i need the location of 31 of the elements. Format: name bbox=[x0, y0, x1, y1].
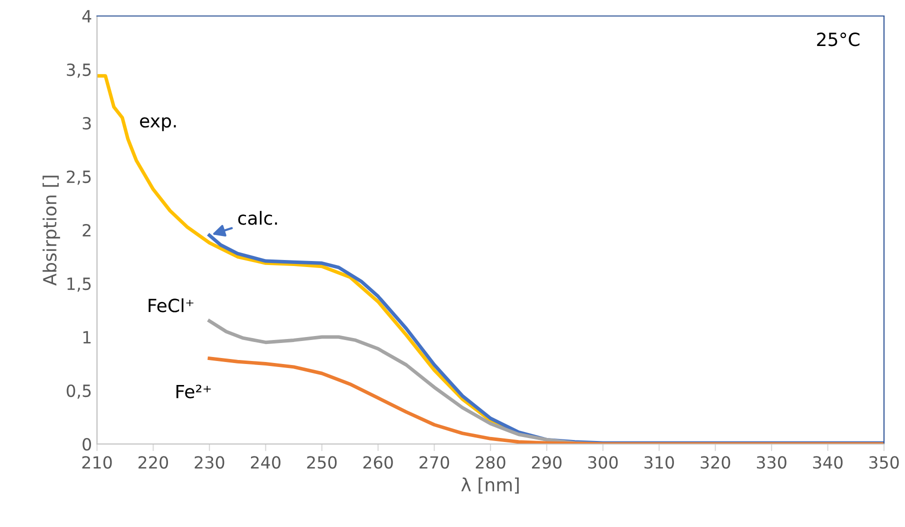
x-tick-label: 260 bbox=[363, 456, 393, 469]
x-tick-label: 280 bbox=[476, 456, 506, 469]
y-tick-label: 1,5 bbox=[67, 278, 91, 292]
x-axis-title: λ [nm] bbox=[461, 477, 519, 494]
y-tick-label: 0 bbox=[82, 438, 92, 451]
series-label: exp. bbox=[140, 117, 176, 132]
series-label: FeCl⁺ bbox=[148, 298, 194, 312]
x-tick-label: 220 bbox=[138, 456, 168, 469]
y-tick-label: 3,5 bbox=[66, 63, 91, 78]
y-tick-label: 2,5 bbox=[66, 170, 91, 185]
x-tick-label: 330 bbox=[756, 456, 786, 469]
x-tick-label: 310 bbox=[644, 456, 674, 469]
y-tick-label: 4 bbox=[82, 10, 92, 22]
y-tick-label: 0,5 bbox=[66, 384, 91, 399]
y-axis-title: Absirption [] bbox=[42, 176, 60, 286]
x-tick-label: 250 bbox=[307, 456, 337, 469]
annotation: 25°C bbox=[817, 32, 860, 46]
series-label: calc. bbox=[238, 210, 277, 225]
y-tick-label: 1 bbox=[83, 331, 91, 344]
x-tick-label: 230 bbox=[194, 456, 224, 469]
series-label: Fe²⁺ bbox=[176, 384, 211, 398]
x-tick-label: 320 bbox=[700, 456, 730, 469]
x-tick-label: 240 bbox=[250, 456, 280, 469]
x-tick-label: 340 bbox=[813, 456, 843, 469]
x-tick-label: 350 bbox=[869, 456, 899, 469]
x-tick-label: 300 bbox=[588, 456, 618, 469]
y-tick-label: 2 bbox=[82, 224, 90, 236]
y-tick-label: 3 bbox=[82, 116, 91, 130]
x-tick-label: 290 bbox=[532, 456, 562, 469]
x-tick-label: 270 bbox=[420, 456, 450, 469]
x-tick-label: 210 bbox=[82, 456, 112, 469]
